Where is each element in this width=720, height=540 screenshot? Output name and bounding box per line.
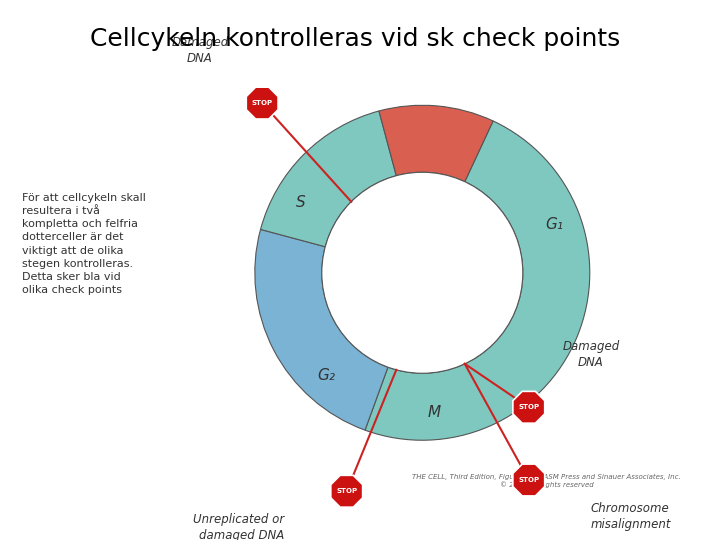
Text: G₂: G₂ bbox=[318, 368, 336, 383]
Polygon shape bbox=[513, 464, 545, 496]
Text: Damaged
DNA: Damaged DNA bbox=[562, 340, 620, 369]
Text: Chromosome
misalignment: Chromosome misalignment bbox=[591, 502, 672, 531]
Wedge shape bbox=[365, 121, 590, 440]
Text: För att cellcykeln skall
resultera i två
kompletta och felfria
dotterceller är d: För att cellcykeln skall resultera i två… bbox=[22, 193, 146, 295]
Text: S: S bbox=[296, 195, 305, 210]
Text: Unreplicated or
damaged DNA: Unreplicated or damaged DNA bbox=[193, 513, 284, 540]
Polygon shape bbox=[330, 475, 363, 507]
Polygon shape bbox=[513, 392, 545, 423]
Text: STOP: STOP bbox=[518, 404, 539, 410]
Text: STOP: STOP bbox=[251, 100, 273, 106]
Wedge shape bbox=[379, 105, 493, 181]
Text: G₁: G₁ bbox=[546, 217, 564, 232]
Text: Damaged
DNA: Damaged DNA bbox=[171, 36, 229, 65]
Wedge shape bbox=[255, 230, 388, 430]
Text: THE CELL, Third Edition, Figure 14.8  ASM Press and Sinauer Associates, Inc.
© 2: THE CELL, Third Edition, Figure 14.8 ASM… bbox=[413, 474, 681, 488]
Text: M: M bbox=[428, 406, 441, 421]
Text: Cellcykeln kontrolleras vid sk check points: Cellcykeln kontrolleras vid sk check poi… bbox=[90, 27, 621, 51]
Wedge shape bbox=[261, 111, 396, 247]
Text: STOP: STOP bbox=[518, 477, 539, 483]
Text: STOP: STOP bbox=[336, 488, 357, 494]
Polygon shape bbox=[246, 87, 278, 119]
Circle shape bbox=[322, 172, 523, 373]
